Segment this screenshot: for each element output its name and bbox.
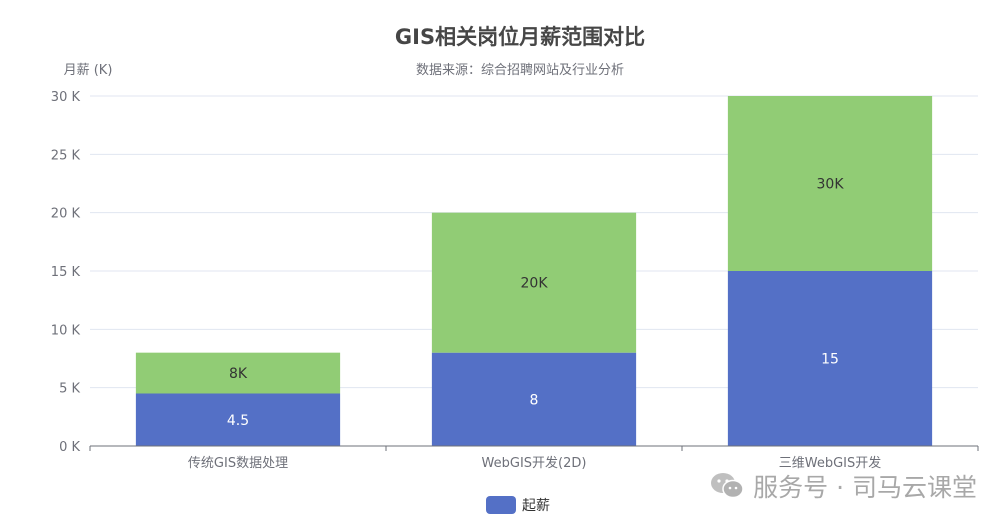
y-tick-label: 20 K (51, 207, 81, 222)
bar-segment (727, 96, 933, 271)
legend[interactable]: 起薪 (486, 496, 550, 514)
bar-segment (135, 352, 341, 394)
data-label: 8K (229, 366, 248, 382)
y-tick-label: 30 K (51, 90, 81, 105)
bar-segment (135, 393, 341, 446)
data-label: 30K (817, 177, 845, 193)
axes: 0 K 5 K 10 K 15 K 20 K 25 K 30 K 传统GIS数据处理 WebGI… (51, 90, 979, 471)
data-labels: 4.5 8K 8 20K 15 30K (227, 177, 844, 429)
data-label: 20K (521, 276, 549, 292)
y-tick-label: 15 K (51, 265, 81, 280)
data-label: 8 (530, 392, 539, 408)
x-tick-label: 三维WebGIS开发 (779, 455, 882, 471)
x-tick-label: 传统GIS数据处理 (188, 456, 288, 471)
watermark-text: 服务号 · 司马云课堂 (753, 473, 977, 502)
y-tick-label: 25 K (51, 148, 81, 163)
bar-segment (727, 271, 933, 446)
watermark: 服务号 · 司马云课堂 (709, 466, 977, 506)
y-axis-label: 月薪 (K) (64, 63, 113, 78)
legend-swatch (486, 496, 516, 514)
y-tick-label: 5 K (59, 382, 80, 397)
chart-subtitle: 数据来源：综合招聘网站及行业分析 (416, 63, 624, 78)
y-tick-label: 0 K (59, 440, 80, 455)
legend-label: 起薪 (522, 498, 550, 514)
x-tick-label: WebGIS开发(2D) (482, 455, 587, 471)
data-label: 15 (821, 352, 839, 368)
y-tick-label: 10 K (51, 323, 81, 338)
wechat-icon (709, 471, 745, 501)
data-label: 4.5 (227, 413, 249, 429)
bar-segment (431, 212, 637, 353)
bars (135, 96, 933, 446)
bar-segment (431, 352, 637, 446)
chart-title: GIS相关岗位月薪范围对比 (395, 25, 645, 49)
